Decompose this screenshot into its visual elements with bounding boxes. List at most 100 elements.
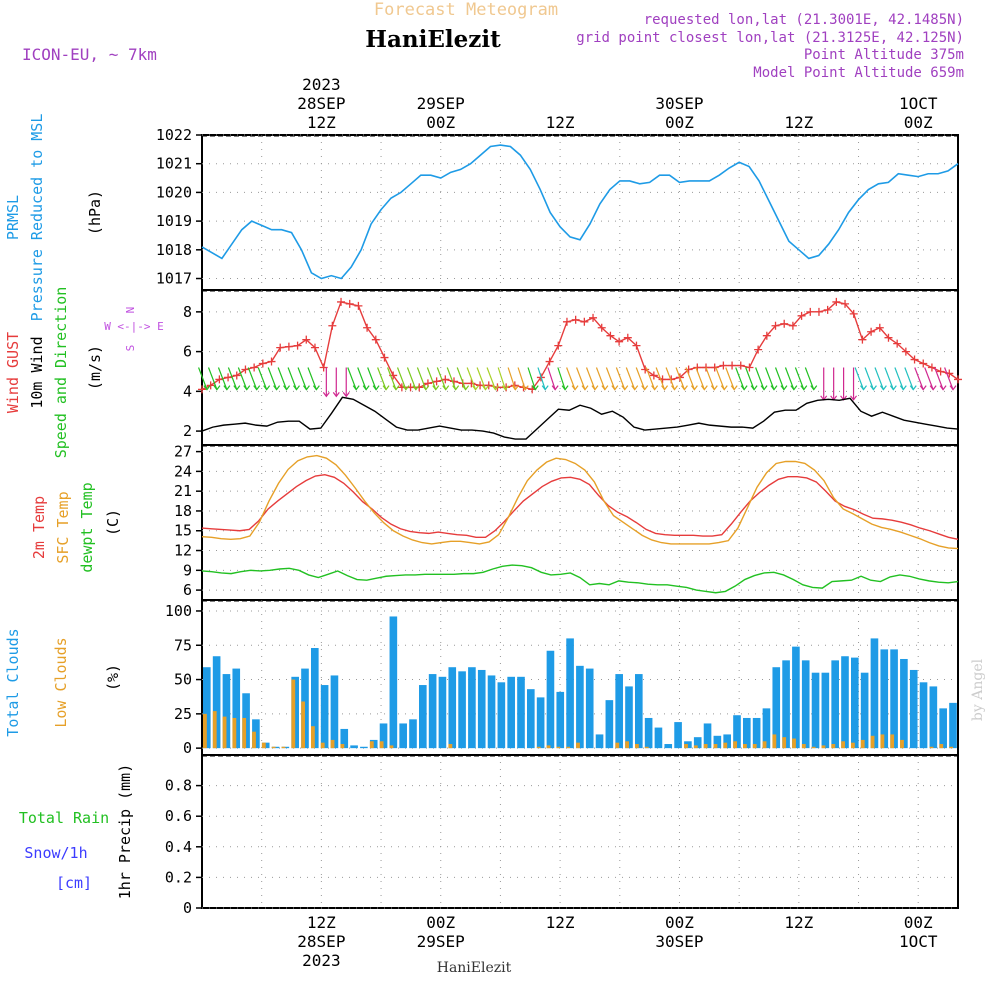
low-cloud-bar (811, 746, 816, 749)
wind-gust-marker (762, 331, 771, 340)
wind-direction-arrow (416, 367, 427, 390)
total-cloud-bar (330, 675, 339, 749)
wind-direction-arrow (645, 367, 656, 390)
wind-gust-marker (232, 371, 241, 380)
wind-direction-arrowhead (780, 385, 788, 391)
wind-gust-marker (927, 363, 936, 372)
total-cloud-bar (271, 746, 280, 749)
wind-direction-arrowhead (263, 385, 271, 391)
y-tick-label: 100 (165, 602, 192, 620)
time-label: 2023 (302, 951, 341, 970)
wind-direction-arrowhead (591, 385, 599, 391)
total-cloud-bar (664, 744, 673, 749)
wind-direction-arrowhead (392, 385, 400, 391)
wind-gust-marker (441, 375, 450, 384)
panel-precip: 0 0.2 0.4 0.6 0.8 1hr Precip (mm) Total Rain Sn… (19, 754, 959, 917)
wind-direction-arrowhead (850, 395, 858, 401)
panel-unit: (%) (104, 664, 122, 691)
wind-direction-arrow (456, 367, 467, 390)
low-cloud-bar (723, 742, 728, 749)
wind-direction-arrowhead (641, 385, 649, 391)
wind-direction-arrowhead (740, 385, 748, 391)
wind-gust-marker (258, 359, 267, 368)
y-tick-label: 21 (174, 482, 192, 500)
y-tick-label: 4 (183, 382, 192, 400)
y-tick-label: 6 (183, 581, 192, 599)
wind-direction-arrow (585, 367, 596, 390)
wind-direction-arrowhead (302, 385, 310, 391)
panel-label: Total Clouds (4, 628, 22, 736)
low-cloud-bar (782, 737, 787, 749)
wind-direction-arrow (774, 367, 785, 390)
wind-gust-marker (641, 365, 650, 374)
wind-gust-marker (658, 375, 667, 384)
wind-gust-marker (267, 357, 276, 366)
total-cloud-bar (556, 691, 565, 749)
wind-direction-arrow (307, 367, 317, 390)
total-cloud-bar (615, 674, 623, 749)
low-cloud-bar (232, 717, 237, 749)
wind-direction-arrowhead (213, 385, 221, 391)
wind-gust-marker (354, 301, 363, 310)
low-cloud-bar (851, 742, 855, 749)
wind-direction-arrowhead (690, 385, 698, 391)
time-label: 29SEP (417, 94, 465, 113)
panel-pressure: 1017 1018 1019 1020 1021 1022 PRMSL Pressure Re… (4, 114, 959, 321)
low-cloud-bar (536, 746, 541, 749)
wind-gust-marker (241, 365, 250, 374)
total-cloud-bar (890, 649, 898, 749)
time-label: 12Z (546, 913, 575, 932)
panel-unit: (C) (104, 509, 122, 536)
wind-direction-arrowhead (312, 385, 320, 391)
panels: 1017 1018 1019 1020 1021 1022 PRMSL Pressure Re… (4, 114, 962, 917)
low-cloud-bar (566, 746, 571, 749)
total-cloud-bar (870, 638, 879, 749)
total-cloud-bar (468, 667, 476, 749)
total-cloud-bar (723, 734, 731, 749)
wind-gust-marker (884, 333, 893, 342)
low-cloud-bar (222, 716, 227, 749)
wind-direction-arrowhead (482, 385, 489, 391)
wind-direction-arrow (237, 367, 248, 390)
wind-gust-marker (910, 355, 919, 364)
wind-direction-arrow (267, 367, 278, 390)
wind-gust-marker (841, 299, 850, 308)
wind-direction-arrow (755, 367, 765, 390)
total-cloud-bar (458, 671, 466, 749)
low-cloud-bar (713, 744, 718, 749)
low-cloud-bar (733, 741, 737, 749)
wind-gust-marker (754, 345, 763, 354)
time-label: 00Z (665, 913, 694, 932)
wind-direction-arrowhead (541, 385, 549, 391)
wind-direction-arrowhead (253, 385, 261, 391)
temp-2m-line (201, 473, 959, 541)
wind-direction-arrowhead (223, 385, 231, 391)
total-cloud-bar (743, 717, 751, 749)
wind-gust-marker (745, 363, 754, 372)
wind-direction-arrowhead (442, 385, 450, 391)
y-tick-label: 0 (183, 899, 192, 917)
wind-direction-arrow (576, 367, 586, 390)
total-cloud-bar (546, 650, 555, 749)
panel-label: PRMSL (4, 195, 22, 240)
wind-direction-arrowhead (571, 385, 579, 391)
panel-label: dewpt Temp (78, 482, 96, 572)
wind-direction-arrowhead (939, 385, 947, 391)
wind-gust-marker (771, 321, 780, 330)
wind-gust-marker (345, 299, 354, 308)
wind-gust-marker (432, 377, 441, 386)
wind-direction-arrow (695, 367, 705, 390)
wind-direction-arrow (547, 367, 556, 390)
wind-direction-arrow (517, 367, 526, 390)
wind-direction-arrow (436, 367, 447, 390)
low-cloud-bar (684, 744, 688, 749)
wind-direction-arrowhead (800, 385, 808, 391)
total-cloud-bar (801, 660, 810, 749)
dewpoint-line (201, 564, 959, 594)
wind-gust-marker (554, 341, 563, 350)
wind-direction-arrow (347, 367, 357, 390)
time-label: 12Z (307, 113, 336, 132)
